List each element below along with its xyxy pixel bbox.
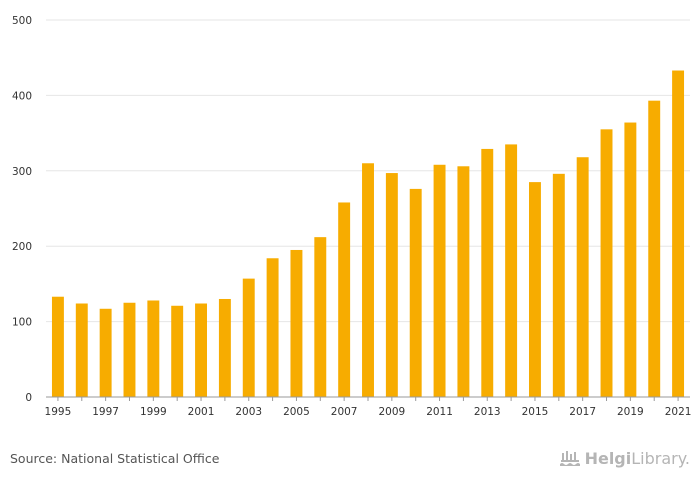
- bar-1997: [99, 308, 112, 397]
- x-tick-label: 1997: [92, 406, 119, 418]
- bar-2014: [505, 144, 518, 397]
- bar-2016: [552, 173, 565, 397]
- bar-2001: [195, 303, 207, 397]
- x-tick-label: 2015: [522, 406, 549, 418]
- x-tick-label: 2021: [665, 406, 692, 418]
- x-tick-label: 2013: [474, 406, 501, 418]
- bar-2002: [218, 298, 231, 397]
- bar-1999: [147, 300, 160, 397]
- x-axis: 1995 1997 1999 2001 2003 2005 2007 2009 2011 2013…: [45, 396, 692, 418]
- bar-2005: [290, 249, 303, 397]
- bar-2003: [242, 278, 255, 397]
- bar-2017: [576, 157, 589, 397]
- bar-2019: [624, 122, 637, 397]
- x-tick-label: 2017: [569, 406, 596, 418]
- bar-2006: [314, 237, 327, 397]
- x-tick-label: 2001: [188, 406, 215, 418]
- x-tick-label: 2009: [378, 406, 405, 418]
- bar-chart: 0 100 200 300 400 500 1995 1997 1999 2001 2003 200…: [12, 15, 692, 418]
- y-tick-label: 100: [12, 317, 32, 329]
- bar-2021: [672, 70, 685, 398]
- bar-2011: [433, 164, 446, 397]
- x-tick-label: 2011: [426, 406, 453, 418]
- bar-1998: [123, 302, 136, 397]
- x-tick-label: 2003: [235, 406, 262, 418]
- x-tick-label: 1995: [45, 406, 72, 418]
- bar-2010: [409, 188, 422, 397]
- bar-2004: [266, 258, 279, 397]
- x-tick-label: 2007: [331, 406, 358, 418]
- bar-2018: [600, 129, 613, 397]
- bar-2020: [648, 100, 661, 398]
- bar-2009: [385, 173, 398, 397]
- bar-2012: [457, 166, 470, 397]
- x-tick-label: 2005: [283, 406, 310, 418]
- bar-2000: [171, 305, 184, 397]
- y-tick-label: 400: [12, 90, 32, 102]
- brand-name: HelgiLibrary.: [584, 448, 690, 468]
- y-tick-label: 200: [12, 241, 32, 253]
- y-tick-label: 0: [25, 392, 32, 404]
- source-note: Source: National Statistical Office: [10, 451, 220, 466]
- y-axis-ticks: 0 100 200 300 400 500: [12, 15, 32, 404]
- bars: [51, 70, 685, 398]
- bar-2015: [529, 182, 541, 397]
- bar-1995: [51, 296, 64, 397]
- bar-2008: [362, 163, 374, 397]
- x-tick-label: 2019: [617, 406, 644, 418]
- y-tick-label: 500: [12, 15, 32, 27]
- y-tick-label: 300: [12, 166, 32, 178]
- bar-1996: [75, 303, 88, 397]
- bar-2007: [338, 202, 351, 397]
- helgi-library-logo-icon: [559, 451, 580, 466]
- x-tick-label: 1999: [140, 406, 167, 418]
- bar-2013: [481, 148, 494, 397]
- helgi-library-logo: HelgiLibrary.: [559, 448, 690, 468]
